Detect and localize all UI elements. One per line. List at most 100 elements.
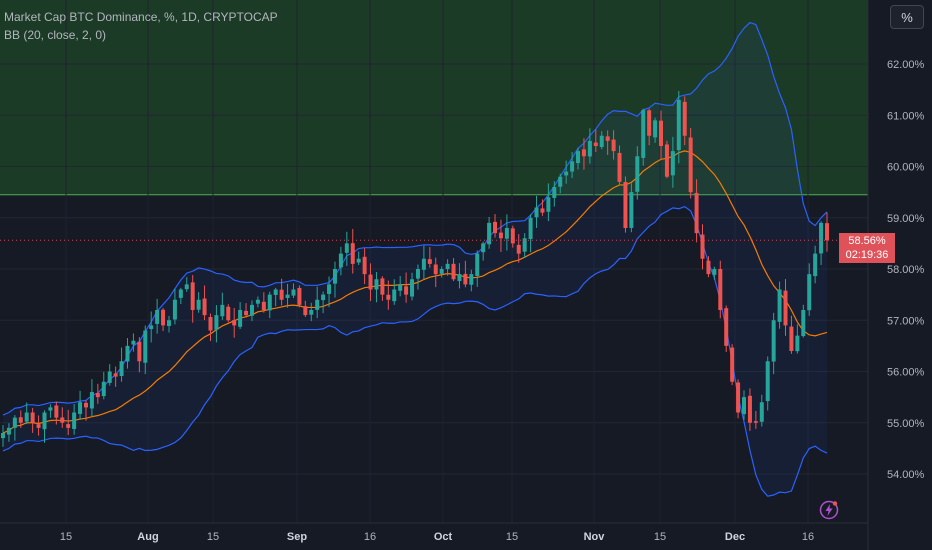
candle-body xyxy=(344,243,349,253)
candle-body xyxy=(226,306,231,321)
candle-body xyxy=(581,149,586,157)
x-tick-label: 16 xyxy=(802,531,814,543)
candle-body xyxy=(605,136,610,141)
candle-body xyxy=(765,361,770,402)
candle-body xyxy=(178,289,183,298)
candle-body xyxy=(119,361,124,377)
candle-body xyxy=(338,253,343,268)
candle-body xyxy=(641,110,646,158)
candle-body xyxy=(712,269,717,275)
candle-body xyxy=(647,110,652,136)
y-tick-label: 56.00% xyxy=(887,367,925,379)
candle-body xyxy=(261,301,266,310)
candle-body xyxy=(368,274,373,290)
bollinger-lower-band xyxy=(2,206,828,497)
candle-body xyxy=(24,412,29,422)
candle-body xyxy=(220,304,225,317)
candle-body xyxy=(315,299,320,310)
candle-body xyxy=(54,405,59,418)
candle-body xyxy=(303,306,308,316)
candle-body xyxy=(101,381,106,397)
candle-body xyxy=(95,393,100,398)
candle-body xyxy=(410,279,415,297)
candle-body xyxy=(249,304,254,316)
candle-body xyxy=(161,309,166,326)
candle-body xyxy=(285,294,290,298)
candle-body xyxy=(172,299,177,320)
candle-body xyxy=(759,402,764,422)
indicator-title[interactable]: BB (20, close, 2, 0) xyxy=(4,28,107,42)
lightning-icon[interactable] xyxy=(819,500,839,520)
candle-body xyxy=(700,234,705,259)
candle-body xyxy=(487,222,492,245)
candle-body xyxy=(570,161,575,172)
candle-body xyxy=(232,320,237,326)
candle-body xyxy=(297,287,302,305)
candle-body xyxy=(291,289,296,296)
y-tick-label: 61.00% xyxy=(887,110,925,122)
last-price-value: 58.56% xyxy=(848,235,886,247)
candle-body xyxy=(149,325,154,330)
y-tick-label: 62.00% xyxy=(887,59,925,71)
candle-body xyxy=(451,263,456,280)
candle-body xyxy=(789,326,794,351)
candle-body xyxy=(433,264,438,275)
candle-body xyxy=(694,192,699,234)
candle-body xyxy=(457,274,462,282)
candle-body xyxy=(522,238,527,252)
candle-body xyxy=(516,244,521,254)
candle-body xyxy=(238,310,243,327)
candle-body xyxy=(113,373,118,377)
candle-body xyxy=(706,260,711,275)
candle-body xyxy=(546,197,551,212)
candle-body xyxy=(398,284,403,291)
candle-body xyxy=(801,310,806,337)
candle-body xyxy=(415,269,420,279)
candle-body xyxy=(255,299,260,304)
x-tick-label: 15 xyxy=(506,531,518,543)
bollinger-upper-band xyxy=(2,21,828,416)
y-tick-label: 59.00% xyxy=(887,213,925,225)
candle-body xyxy=(439,269,444,274)
candle-body xyxy=(18,417,23,423)
candle-body xyxy=(528,217,533,239)
percent-scale-button[interactable]: % xyxy=(890,5,924,29)
candle-body xyxy=(593,142,598,146)
candle-body xyxy=(327,284,332,294)
candle-body xyxy=(155,310,160,324)
candle-body xyxy=(1,433,5,439)
candle-body xyxy=(777,289,782,322)
candle-body xyxy=(629,192,634,228)
candle-body xyxy=(783,290,788,326)
candle-body xyxy=(404,286,409,295)
bollinger-fill xyxy=(3,22,827,497)
y-tick-label: 54.00% xyxy=(887,469,925,481)
candle-body xyxy=(469,274,474,285)
candle-body xyxy=(421,258,426,270)
candle-body xyxy=(753,421,758,423)
candle-body xyxy=(718,269,723,310)
candle-body xyxy=(576,151,581,164)
x-tick-label: 16 xyxy=(364,531,376,543)
x-tick-label: Sep xyxy=(287,531,307,543)
candle-body xyxy=(131,340,136,345)
candle-body xyxy=(617,152,622,182)
x-tick-label: Oct xyxy=(434,531,453,543)
candle-body xyxy=(6,427,11,435)
candle-body xyxy=(196,299,201,310)
candle-body xyxy=(72,412,77,429)
resistance-zone xyxy=(0,0,868,195)
candle-body xyxy=(498,232,503,239)
candle-body xyxy=(534,207,539,218)
x-tick-label: 15 xyxy=(654,531,666,543)
candle-body xyxy=(664,144,669,177)
candle-body xyxy=(309,310,314,315)
candle-body xyxy=(475,253,480,277)
y-tick-label: 55.00% xyxy=(887,418,925,430)
symbol-title[interactable]: Market Cap BTC Dominance, %, 1D, CRYPTOC… xyxy=(4,10,278,24)
candle-body xyxy=(208,317,213,331)
candle-body xyxy=(493,221,498,234)
candle-body xyxy=(623,181,628,228)
candle-body xyxy=(60,417,65,423)
